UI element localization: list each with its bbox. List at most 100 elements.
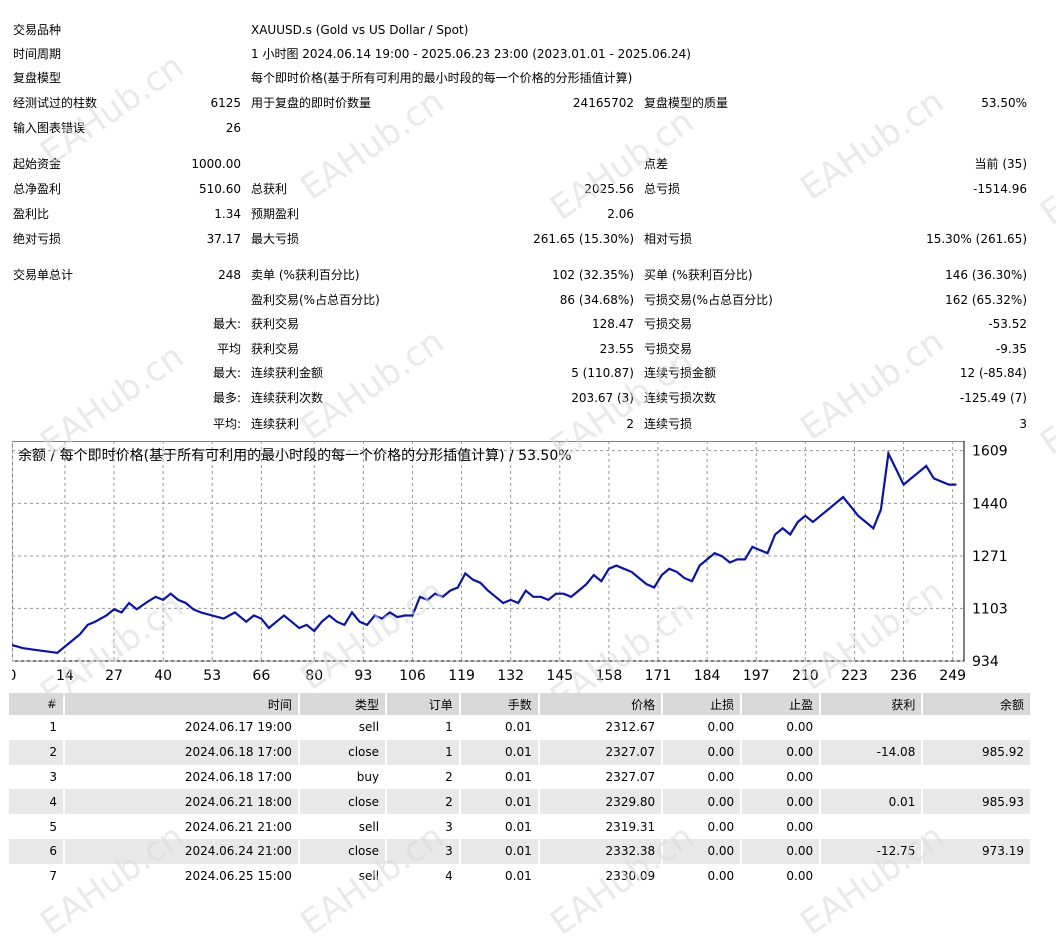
table-cell: 2329.80 (538, 789, 664, 815)
table-cell: 2024.06.18 17:00 (64, 764, 300, 790)
table-row[interactable]: 7 2024.06.25 15:00 sell 4 0.01 2330.09 0.00 0.0… (9, 863, 1032, 889)
table-cell: 3 (9, 764, 65, 790)
loss-trades-value: 162 (65.32%) (945, 293, 1027, 307)
table-cell: 2024.06.24 21:00 (64, 838, 300, 864)
trades-value: 248 (218, 268, 241, 282)
y-tick-label: 1271 (972, 549, 1008, 565)
trades-label: 交易单总计 (13, 268, 74, 282)
deals-header-cell[interactable]: 余额 (922, 693, 1032, 715)
deals-header-cell[interactable]: 订单 (386, 693, 461, 715)
bars-value: 6125 (210, 96, 241, 110)
x-tick-label: 184 (694, 668, 721, 684)
table-cell: -12.75 (820, 838, 924, 864)
x-tick-label: 158 (596, 668, 623, 684)
table-cell (922, 863, 1032, 889)
x-tick-label: 249 (939, 668, 966, 684)
deposit-value: 1000.00 (191, 157, 241, 171)
x-tick-label: 236 (890, 668, 917, 684)
max-cons-lossamt-value: -125.49 (7) (959, 391, 1027, 405)
x-tick-label: 223 (841, 668, 868, 684)
table-cell: sell (298, 863, 388, 889)
x-tick-label: 106 (399, 668, 426, 684)
payoff-label: 预期盈利 (251, 207, 300, 221)
deals-header-row: # 时间 类型 订单 手数 价格 止损 止盈 获利 余额 (9, 693, 1032, 715)
pf-label: 盈利比 (13, 207, 50, 221)
table-cell: 0.00 (741, 739, 822, 765)
y-tick-label: 1440 (972, 496, 1008, 512)
table-cell: close (298, 739, 388, 765)
net-value: 510.60 (199, 182, 241, 196)
table-cell: 1 (9, 715, 65, 740)
x-tick-label: 171 (645, 668, 672, 684)
quality-label: 复盘模型的质量 (644, 96, 729, 110)
max-prefix: 最大: (212, 366, 241, 380)
deals-header-cell[interactable]: 时间 (64, 693, 300, 715)
max-cons-loss-value: 12 (-85.84) (959, 366, 1027, 380)
avg-cons-win-label: 连续获利 (251, 417, 300, 431)
deals-header-cell[interactable]: 获利 (820, 693, 924, 715)
table-cell: buy (298, 764, 388, 790)
table-cell: 2024.06.21 18:00 (64, 789, 300, 815)
avg-cons-win-value: 2 (626, 417, 634, 431)
rel-dd-value: 15.30% (261.65) (926, 232, 1027, 246)
table-cell: 0.01 (820, 789, 924, 815)
table-cell (922, 715, 1032, 740)
table-cell: 7 (9, 863, 65, 889)
table-row[interactable]: 6 2024.06.24 21:00 close 3 0.01 2332.38 0.00 0.… (9, 838, 1032, 864)
avg-loss-value: -9.35 (995, 342, 1027, 356)
table-row[interactable]: 4 2024.06.21 18:00 close 2 0.01 2329.80 0.00 0.… (9, 789, 1032, 815)
max-dd-value: 261.65 (15.30%) (533, 232, 634, 246)
table-cell: 5 (9, 814, 65, 839)
table-row[interactable]: 5 2024.06.21 21:00 sell 3 0.01 2319.31 0.00 0.0… (9, 814, 1032, 839)
model-value: 每个即时价格(基于所有可利用的最小时段的每一个价格的分形插值计算) (251, 71, 633, 85)
x-tick-label: 66 (252, 668, 270, 684)
profit-trades-value: 86 (34.68%) (559, 293, 634, 307)
table-cell: 0.00 (662, 715, 743, 740)
table-cell: 0.00 (662, 863, 743, 889)
deals-header-cell[interactable]: 价格 (538, 693, 664, 715)
table-cell: 0.00 (741, 838, 822, 864)
largest-profit-label: 获利交易 (251, 317, 300, 331)
table-cell: -14.08 (820, 739, 924, 765)
ticks-label: 用于复盘的即时价数量 (251, 96, 372, 110)
largest-loss-value: -53.52 (988, 317, 1027, 331)
chart-x-axis: 0 14 27 40 53 66 80 93 106 119 132 145 158 171 184 197 2… (12, 668, 966, 684)
avg-profit-value: 23.55 (599, 342, 634, 356)
pf-value: 1.34 (214, 207, 241, 221)
y-tick-label: 1103 (972, 601, 1008, 617)
watermark-text: EAHub.cn (1033, 106, 1056, 234)
table-cell: 0.00 (662, 789, 743, 815)
gross-profit-value: 2025.56 (584, 182, 634, 196)
table-cell: 0.00 (662, 814, 743, 839)
table-row[interactable]: 3 2024.06.18 17:00 buy 2 0.01 2327.07 0.00 0.00 (9, 764, 1032, 790)
deals-header-cell[interactable]: 手数 (459, 693, 540, 715)
table-row[interactable]: 1 2024.06.17 19:00 sell 1 0.01 2312.67 0.00 0.0… (9, 715, 1032, 740)
table-cell: close (298, 789, 388, 815)
table-cell: 3 (386, 838, 461, 864)
table-cell: close (298, 838, 388, 864)
table-cell: 2312.67 (538, 715, 664, 740)
average-prefix: 平均 (216, 342, 241, 356)
table-cell (922, 764, 1032, 790)
x-tick-label: 93 (354, 668, 372, 684)
deals-header-cell[interactable]: # (9, 693, 65, 715)
symbol-value: XAUUSD.s (Gold vs US Dollar / Spot) (251, 23, 469, 37)
table-cell: 2327.07 (538, 739, 664, 765)
deals-header-cell[interactable]: 止损 (662, 693, 743, 715)
avg-profit-label: 获利交易 (251, 342, 300, 356)
most-prefix: 最多: (212, 391, 241, 405)
x-tick-label: 0 (12, 668, 16, 684)
deposit-label: 起始资金 (13, 157, 62, 171)
deals-header-cell[interactable]: 止盈 (741, 693, 822, 715)
period-value: 1 小时图 2024.06.14 19:00 - 2025.06.23 23:0… (251, 47, 691, 61)
table-row[interactable]: 2 2024.06.18 17:00 close 1 0.01 2327.07 0.00 0.… (9, 739, 1032, 765)
table-cell: 2330.09 (538, 863, 664, 889)
table-cell (820, 863, 924, 889)
gross-profit-label: 总获利 (251, 182, 288, 196)
largest-loss-label: 亏损交易 (644, 317, 693, 331)
deals-header-cell[interactable]: 类型 (298, 693, 388, 715)
table-cell: 973.19 (922, 838, 1032, 864)
long-value: 146 (36.30%) (945, 268, 1027, 282)
chart-grid (12, 441, 964, 662)
balance-chart: 934 1103 1271 1440 1609 0 14 27 40 53 66 80 93 106 11… (12, 441, 1008, 684)
